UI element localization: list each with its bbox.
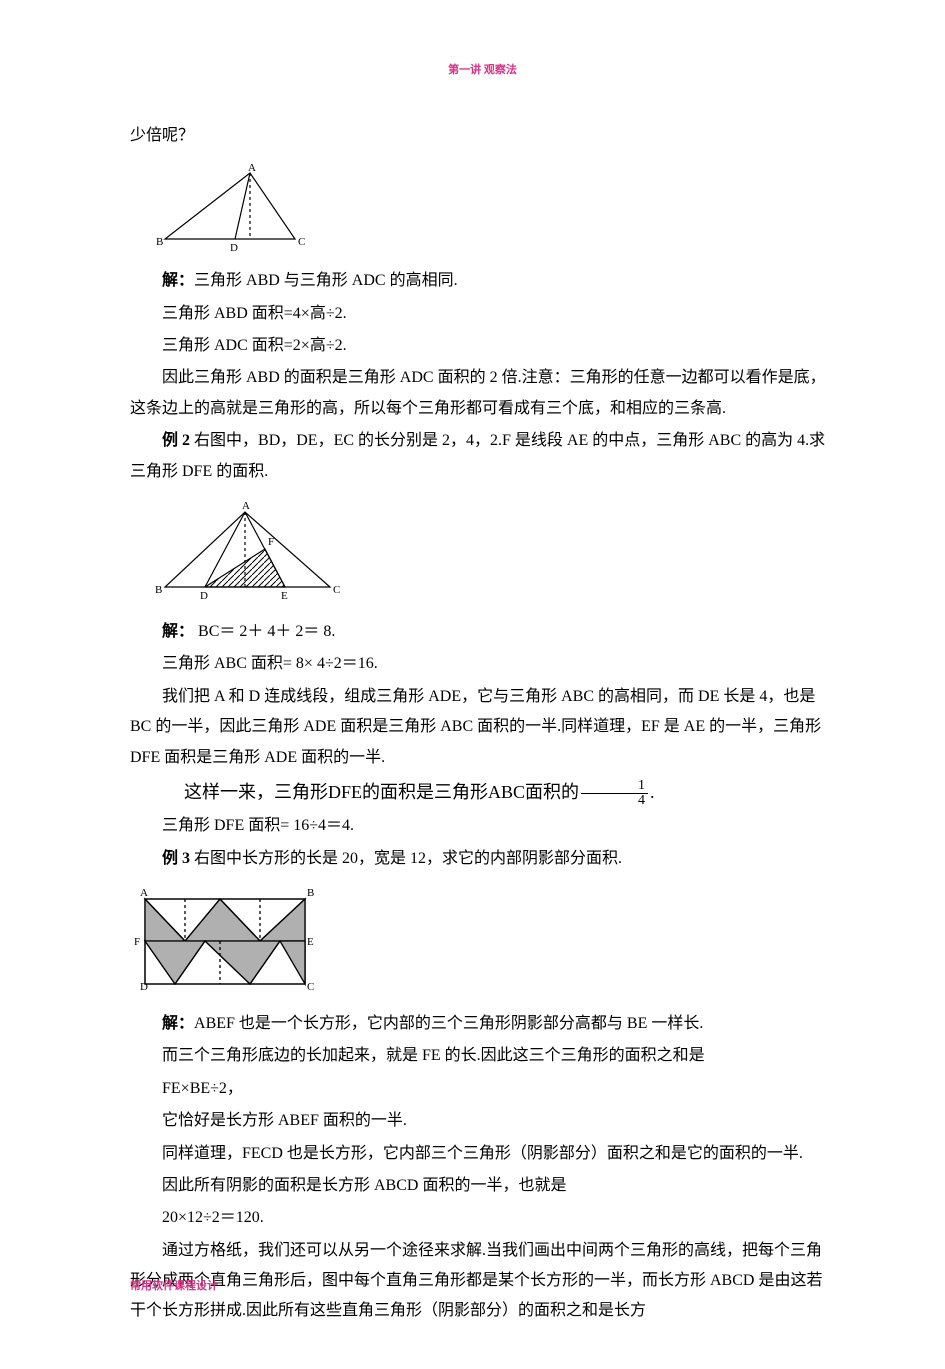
fraction-1-4: 14 (581, 779, 648, 808)
figure-1: A B C D (150, 161, 835, 256)
fig2-label-A: A (242, 500, 250, 512)
fig3-label-B: B (307, 887, 314, 899)
line-13: 解：ABEF 也是一个长方形，它内部的三个三角形阴影部分高都与 BE 一样长. (130, 1009, 835, 1039)
line-10b: . (650, 782, 655, 802)
fig2-label-E: E (281, 590, 288, 602)
line-01: 少倍呢？ (130, 121, 835, 151)
frac-num: 1 (581, 779, 648, 794)
line-18: 因此所有阴影的面积是长方形 ABCD 面积的一半，也就是 (130, 1171, 835, 1201)
line-04: 三角形 ADC 面积=2×高÷2. (130, 331, 835, 361)
fig3-label-A: A (140, 887, 148, 899)
frac-den: 4 (581, 794, 648, 808)
fig3-label-C: C (307, 981, 314, 993)
fig2-label-F: F (268, 536, 274, 548)
line-16: 它恰好是长方形 ABEF 面积的一半. (130, 1106, 835, 1136)
fig2-label-C: C (333, 584, 340, 596)
fig1-label-D: D (230, 242, 238, 254)
line-09: 我们把 A 和 D 连成线段，组成三角形 ADE，它与三角形 ABC 的高相同，… (130, 682, 835, 773)
fig3-label-E: E (307, 936, 314, 948)
line-10: 这样一来，三角形DFE的面积是三角形ABC面积的14. (130, 775, 835, 809)
page-footer: 常用软件课程设计 (130, 1276, 218, 1297)
fig3-label-D: D (140, 981, 148, 993)
fig2-label-B: B (155, 584, 162, 596)
line-19: 20×12÷2＝120. (130, 1203, 835, 1233)
line-15: FE×BE÷2， (130, 1074, 835, 1104)
line-06-text: 右图中，BD，DE，EC 的长分别是 2，4，2.F 是线段 AE 的中点，三角… (130, 432, 825, 479)
line-14: 而三个三角形底边的长加起来，就是 FE 的长.因此这三个三角形的面积之和是 (130, 1041, 835, 1071)
example-3-label: 例 3 (162, 850, 190, 867)
page-header: 第一讲 观察法 (130, 60, 835, 81)
fig3-label-F: F (134, 936, 140, 948)
line-02: 解：三角形 ABD 与三角形 ADC 的高相同. (130, 266, 835, 296)
line-03: 三角形 ABD 面积=4×高÷2. (130, 299, 835, 329)
line-10a: 这样一来，三角形DFE的面积是三角形ABC面积的 (184, 782, 579, 802)
fig2-label-D: D (200, 590, 208, 602)
line-11: 三角形 DFE 面积= 16÷4＝4. (130, 811, 835, 841)
line-17: 同样道理，FECD 也是长方形，它内部三个三角形（阴影部分）面积之和是它的面积的… (130, 1139, 835, 1169)
line-07: 解： BC＝ 2＋ 4＋ 2＝ 8. (130, 617, 835, 647)
figure-3: A B C D E F (130, 884, 835, 999)
line-06: 例 2 右图中，BD，DE，EC 的长分别是 2，4，2.F 是线段 AE 的中… (130, 426, 835, 487)
line-05: 因此三角形 ABD 的面积是三角形 ADC 面积的 2 倍.注意：三角形的任意一… (130, 363, 835, 424)
line-20: 通过方格纸，我们还可以从另一个途径来求解.当我们画出中间两个三角形的高线，把每个… (130, 1236, 835, 1327)
fig1-label-A: A (248, 162, 256, 174)
figure-2: A B C D E F (150, 497, 835, 607)
line-08: 三角形 ABC 面积= 8× 4÷2＝16. (130, 649, 835, 679)
line-12-text: 右图中长方形的长是 20，宽是 12，求它的内部阴影部分面积. (190, 850, 622, 867)
fig1-label-C: C (298, 236, 305, 248)
fig1-label-B: B (156, 236, 163, 248)
line-12: 例 3 右图中长方形的长是 20，宽是 12，求它的内部阴影部分面积. (130, 844, 835, 874)
example-2-label: 例 2 (162, 432, 190, 449)
